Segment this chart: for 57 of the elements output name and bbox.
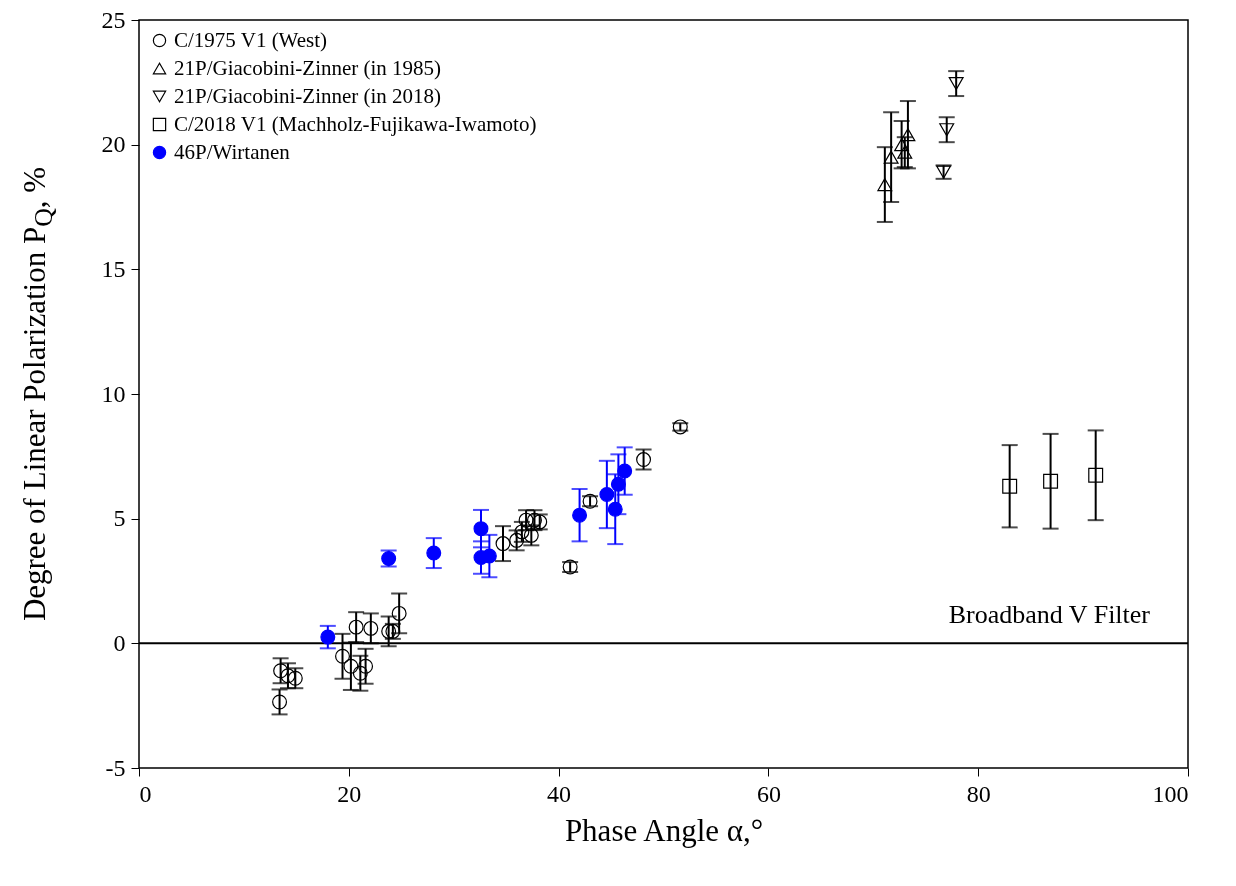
legend-label: 46P/Wirtanen xyxy=(174,139,291,164)
point xyxy=(894,138,910,152)
point xyxy=(495,536,511,552)
point xyxy=(391,605,407,621)
point xyxy=(381,623,397,639)
point xyxy=(352,665,368,681)
point xyxy=(335,648,350,664)
point xyxy=(523,527,539,543)
point xyxy=(610,476,626,492)
point xyxy=(518,512,534,528)
x-axis-title: Phase Angle α,° xyxy=(564,812,764,848)
point xyxy=(363,620,379,636)
legend-label: C/1975 V1 (West) xyxy=(174,27,328,52)
point xyxy=(636,452,652,468)
annotation: Broadband V Filter xyxy=(948,600,1151,629)
point xyxy=(948,77,964,91)
point xyxy=(526,512,542,528)
y-tick-label: 25 xyxy=(101,6,126,33)
point xyxy=(343,658,359,674)
point xyxy=(1002,478,1018,494)
point xyxy=(358,658,374,674)
point xyxy=(514,524,530,540)
y-tick-label: -5 xyxy=(105,754,126,781)
point xyxy=(473,521,489,537)
legend-label: 21P/Giacobini-Zinner (in 1985) xyxy=(174,55,442,80)
point xyxy=(939,123,955,137)
y-tick-label: 10 xyxy=(101,380,126,407)
x-tick-label: 60 xyxy=(756,780,781,807)
point xyxy=(272,694,288,710)
point xyxy=(287,670,303,686)
point xyxy=(273,663,289,679)
point xyxy=(1088,467,1104,483)
y-tick-label: 20 xyxy=(101,131,126,158)
x-tick-label: 0 xyxy=(139,780,152,807)
point xyxy=(481,548,497,564)
point xyxy=(883,150,899,164)
point xyxy=(897,145,913,159)
y-tick-label: 15 xyxy=(101,255,126,282)
x-tick-label: 20 xyxy=(337,780,362,807)
point xyxy=(617,463,633,479)
point xyxy=(1043,473,1059,489)
x-tick-label: 80 xyxy=(966,780,991,807)
point xyxy=(348,619,364,635)
point xyxy=(877,177,893,192)
legend-label: C/2018 V1 (Machholz-Fujikawa-Iwamoto) xyxy=(174,111,537,136)
y-tick-label: 0 xyxy=(113,629,126,656)
point xyxy=(426,545,442,561)
y-tick-label: 5 xyxy=(113,505,126,532)
point xyxy=(607,501,623,517)
legend-label: 21P/Giacobini-Zinner (in 2018) xyxy=(174,83,442,108)
x-tick-label: 100 xyxy=(1152,780,1189,807)
point xyxy=(900,128,916,142)
point xyxy=(320,629,336,645)
point xyxy=(599,487,615,502)
point xyxy=(280,668,296,684)
point xyxy=(572,507,588,523)
x-tick-label: 40 xyxy=(547,780,572,807)
